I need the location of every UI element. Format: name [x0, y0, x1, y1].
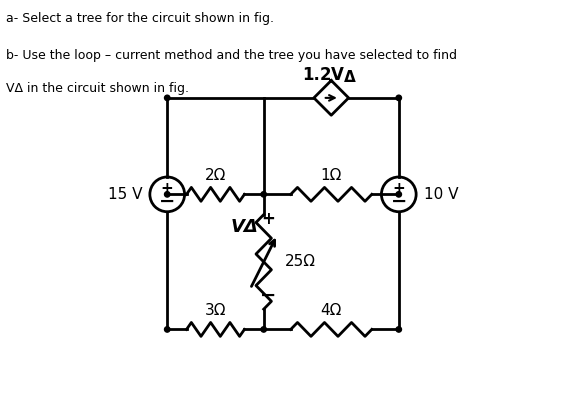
- Circle shape: [396, 327, 401, 332]
- Circle shape: [396, 192, 401, 197]
- Text: Δ: Δ: [344, 70, 355, 85]
- Text: 10 V: 10 V: [424, 187, 458, 202]
- Circle shape: [165, 327, 170, 332]
- Text: −: −: [391, 192, 407, 211]
- Text: 2Ω: 2Ω: [205, 168, 226, 183]
- Circle shape: [261, 327, 267, 332]
- Text: 25Ω: 25Ω: [285, 255, 316, 269]
- Text: a- Select a tree for the circuit shown in fig.: a- Select a tree for the circuit shown i…: [6, 12, 273, 25]
- Text: 4Ω: 4Ω: [320, 303, 342, 318]
- Text: VΔ in the circuit shown in fig.: VΔ in the circuit shown in fig.: [6, 82, 188, 95]
- Text: +: +: [261, 211, 275, 228]
- Circle shape: [165, 95, 170, 100]
- Text: 1Ω: 1Ω: [320, 168, 342, 183]
- Circle shape: [261, 192, 267, 197]
- Circle shape: [396, 95, 401, 100]
- Text: VΔ: VΔ: [230, 218, 258, 236]
- Text: 1.2: 1.2: [302, 66, 331, 84]
- Text: 15 V: 15 V: [108, 187, 142, 202]
- Text: +: +: [161, 181, 174, 196]
- Text: −: −: [260, 286, 277, 305]
- Circle shape: [165, 192, 170, 197]
- Text: b- Use the loop – current method and the tree you have selected to find: b- Use the loop – current method and the…: [6, 49, 457, 62]
- Text: +: +: [392, 181, 405, 196]
- Text: −: −: [159, 192, 175, 211]
- Text: 3Ω: 3Ω: [205, 303, 226, 318]
- Text: V: V: [331, 66, 344, 84]
